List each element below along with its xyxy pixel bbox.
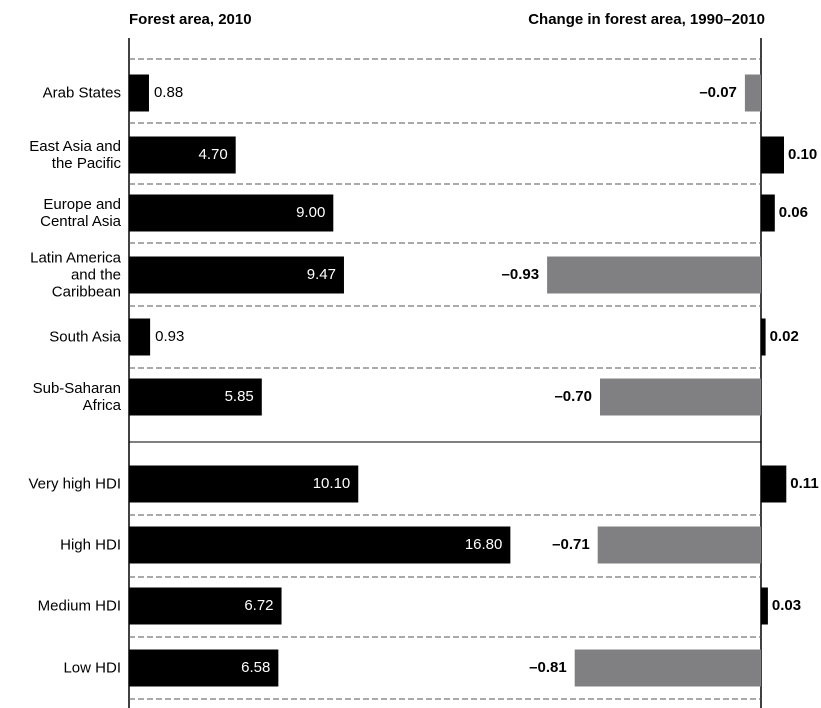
bar xyxy=(597,526,761,564)
value-label: 16.80 xyxy=(465,536,503,553)
value-label: 0.02 xyxy=(770,328,799,345)
value-label: 5.85 xyxy=(225,388,254,405)
category-label: Medium HDI xyxy=(37,597,121,615)
value-label: –0.70 xyxy=(554,388,592,405)
bar xyxy=(129,74,149,112)
left-title: Forest area, 2010 xyxy=(129,11,252,28)
bar xyxy=(129,587,282,625)
bar xyxy=(129,465,359,503)
value-label: 0.11 xyxy=(790,475,818,492)
bar xyxy=(129,136,236,174)
bar xyxy=(761,136,784,174)
value-label: 10.10 xyxy=(313,475,351,492)
value-label: –0.93 xyxy=(502,266,540,283)
bar xyxy=(761,465,787,503)
value-label: 4.70 xyxy=(198,146,227,163)
value-label: –0.07 xyxy=(699,84,737,101)
value-label: 9.47 xyxy=(307,266,336,283)
value-label: 0.03 xyxy=(772,597,801,614)
category-label: High HDI xyxy=(60,536,121,554)
category-label: South Asia xyxy=(49,328,121,346)
bar xyxy=(547,256,761,294)
bar xyxy=(129,318,151,356)
bar xyxy=(574,649,761,687)
category-label: Very high HDI xyxy=(28,475,121,493)
category-label: Sub-Saharan Africa xyxy=(32,380,121,414)
category-label: Europe and Central Asia xyxy=(40,196,121,230)
value-label: –0.71 xyxy=(552,536,590,553)
category-label: Low HDI xyxy=(63,659,121,677)
value-label: 0.88 xyxy=(154,84,183,101)
bar xyxy=(744,74,761,112)
bar xyxy=(129,256,344,294)
value-label: 0.06 xyxy=(779,204,808,221)
value-label: –0.81 xyxy=(529,659,567,676)
bar xyxy=(600,378,761,416)
right-title: Change in forest area, 1990–2010 xyxy=(528,11,765,28)
bar xyxy=(761,587,768,625)
category-label: Latin America and the Caribbean xyxy=(30,249,121,301)
value-label: 9.00 xyxy=(296,204,325,221)
value-label: 0.93 xyxy=(155,328,184,345)
category-label: East Asia and the Pacific xyxy=(29,138,121,172)
bar xyxy=(129,526,511,564)
bar xyxy=(129,194,334,232)
bar xyxy=(129,649,279,687)
bar xyxy=(761,318,766,356)
value-label: 6.58 xyxy=(241,659,270,676)
category-label: Arab States xyxy=(42,84,121,102)
value-label: 0.10 xyxy=(788,146,817,163)
bar xyxy=(129,378,262,416)
bar xyxy=(761,194,775,232)
value-label: 6.72 xyxy=(244,597,273,614)
